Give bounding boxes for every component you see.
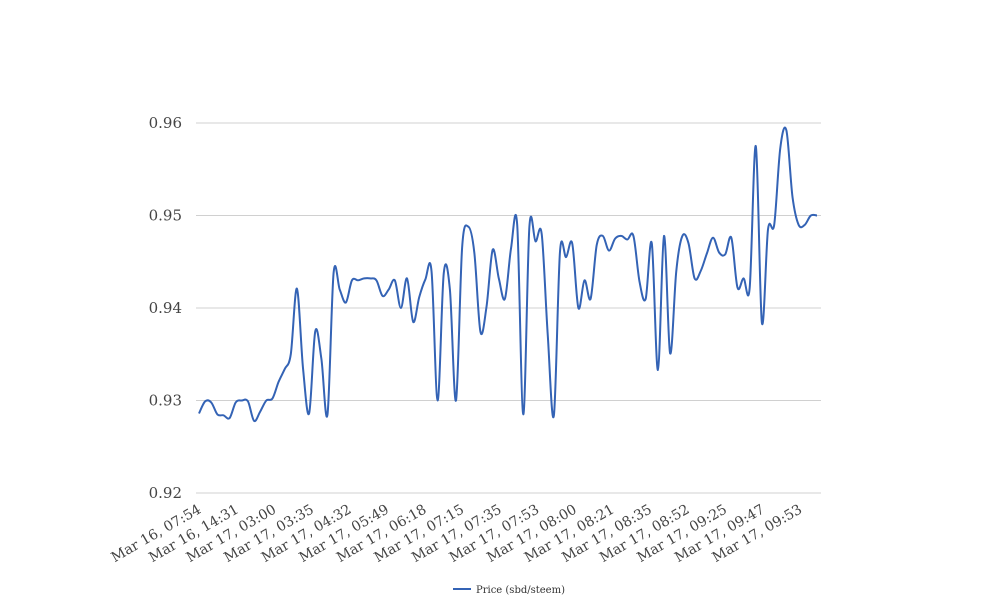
y-axis-ticks: 0.92 0.93 0.94 0.95 0.96 xyxy=(149,114,182,502)
y-tick-label: 0.94 xyxy=(149,299,182,317)
series-line xyxy=(198,126,818,423)
y-tick-label: 0.93 xyxy=(149,392,182,410)
legend: Price (sbd/steem) xyxy=(453,585,565,596)
grid-lines xyxy=(196,122,821,494)
y-tick-label: 0.96 xyxy=(149,114,182,132)
y-tick-label: 0.95 xyxy=(149,207,182,225)
y-tick-label: 0.92 xyxy=(149,484,182,502)
series-lines xyxy=(198,126,818,423)
legend-label: Price (sbd/steem) xyxy=(476,585,565,596)
